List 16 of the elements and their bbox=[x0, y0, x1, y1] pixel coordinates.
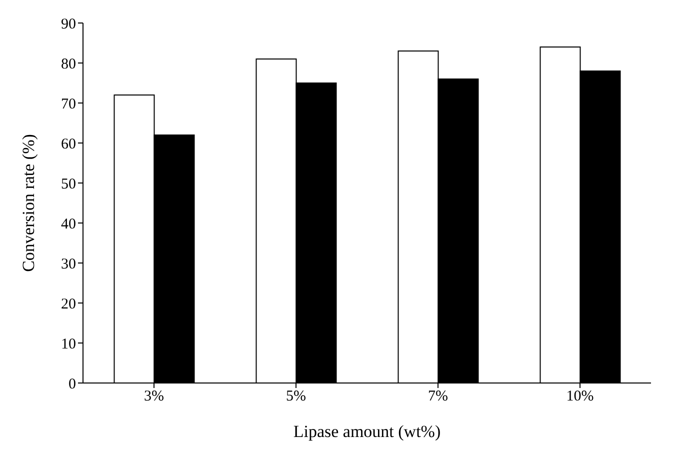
x-tick-label: 10% bbox=[566, 388, 594, 405]
y-tick-label: 0 bbox=[68, 376, 76, 392]
y-tick-label: 40 bbox=[61, 216, 76, 232]
x-tick-label: 3% bbox=[144, 388, 164, 405]
y-tick-label: 70 bbox=[61, 96, 76, 112]
x-tick-label: 7% bbox=[428, 388, 448, 405]
y-axis-title: Conversion rate (%) bbox=[19, 134, 38, 272]
y-tick-label: 20 bbox=[61, 296, 76, 312]
y-tick-label: 30 bbox=[61, 256, 76, 272]
x-tick-label: 5% bbox=[286, 388, 306, 405]
y-tick-label: 80 bbox=[61, 56, 76, 72]
y-tick-label: 50 bbox=[61, 176, 76, 192]
y-tick-label: 60 bbox=[61, 136, 76, 152]
y-tick-label: 90 bbox=[61, 16, 76, 32]
x-axis-title: Lipase amount (wt%) bbox=[293, 422, 441, 442]
y-tick-label: 10 bbox=[61, 336, 76, 352]
